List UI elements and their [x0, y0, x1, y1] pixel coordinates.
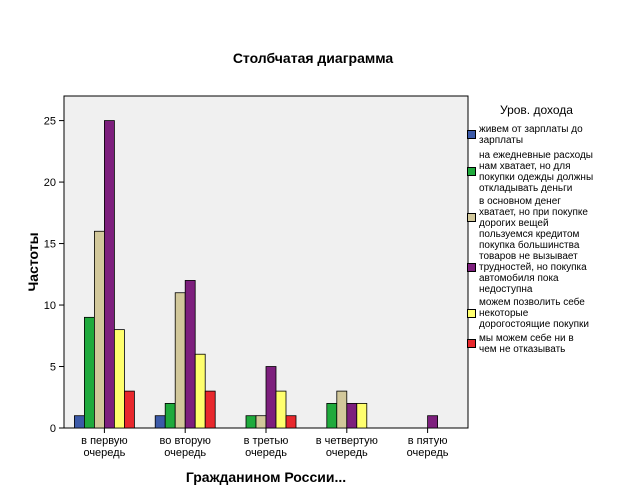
- legend-swatch: [467, 262, 476, 272]
- y-tick-label: 10: [44, 300, 56, 312]
- y-tick-label: 5: [50, 362, 56, 374]
- legend-swatch: [467, 130, 476, 139]
- legend-swatch: [467, 213, 476, 222]
- bar: [356, 403, 368, 429]
- bar: [74, 415, 85, 429]
- y-tick-label: 20: [44, 177, 56, 189]
- legend-label: в основном денег: [479, 196, 561, 207]
- legend-label: зарплаты: [479, 135, 524, 146]
- legend-item: на ежедневные расходы нам хватает, но для…: [467, 150, 593, 194]
- legend-label: трудностей, но покупка: [479, 262, 587, 273]
- bar: [326, 403, 338, 429]
- legend-item: можем позволить себе некоторые дорогостоящ…: [467, 297, 589, 330]
- legend-label: откладывать деньги: [479, 183, 573, 194]
- legend-title: Уров. дохода: [500, 103, 573, 117]
- bar: [94, 230, 105, 429]
- y-tick-label: 0: [50, 423, 56, 435]
- legend-label: нам хватает, но для: [479, 161, 571, 172]
- x-tick-label: в третью: [244, 435, 289, 447]
- legend-label: пользуемся кредитом: [479, 229, 580, 240]
- legend-item: в основном денег хватает, но при покупке д…: [467, 196, 588, 240]
- x-tick-label: во вторую: [160, 435, 211, 447]
- x-tick-label: очередь: [326, 447, 368, 459]
- legend-label: покупка большинства: [479, 240, 580, 251]
- y-axis: 0 5 10 15 20 25: [44, 116, 64, 435]
- legend-label: чем не отказывать: [479, 344, 566, 355]
- x-tick-label: очередь: [245, 447, 287, 459]
- legend-label: на ежедневные расходы: [479, 150, 593, 161]
- x-axis-label: Гражданином России...: [186, 469, 346, 485]
- bar: [275, 390, 287, 429]
- bar: [265, 366, 277, 429]
- x-tick-label: в пятую: [408, 435, 448, 447]
- legend-label: живем от зарплаты до: [479, 124, 583, 135]
- bar: [194, 353, 206, 429]
- bar: [255, 415, 267, 429]
- legend-label: дорогих вещей: [479, 218, 549, 229]
- bar: [336, 390, 348, 429]
- x-tick-label: очередь: [407, 447, 449, 459]
- legend-label: дорогостоящие покупки: [479, 319, 589, 330]
- legend-label: товаров не вызывает: [479, 251, 578, 262]
- bars-group: [74, 120, 439, 429]
- legend-item: мы можем себе ни в чем не отказывать: [467, 333, 574, 355]
- bar: [285, 415, 297, 429]
- legend-swatch: [467, 339, 476, 348]
- bar: [184, 280, 196, 429]
- y-tick-label: 15: [44, 239, 56, 251]
- legend-label: мы можем себе ни в: [479, 333, 574, 344]
- bar: [124, 390, 135, 429]
- legend-label: автомобиля пока: [479, 273, 559, 284]
- bar: [427, 415, 439, 429]
- bar: [174, 292, 186, 429]
- bar: [104, 120, 115, 429]
- y-tick-label: 25: [44, 116, 56, 128]
- legend-swatch: [467, 167, 476, 176]
- bar: [245, 415, 257, 429]
- x-tick-label: в первую: [81, 435, 127, 447]
- bar: [114, 329, 125, 429]
- chart-title: Столбчатая диаграмма: [233, 50, 394, 66]
- legend-label: недоступна: [479, 284, 533, 295]
- legend-label: покупки одежды должны: [479, 172, 594, 183]
- legend-label: хватает, но при покупке: [479, 207, 588, 218]
- bar: [164, 403, 176, 429]
- bar: [346, 403, 358, 429]
- bar: [154, 415, 166, 429]
- bar: [84, 316, 95, 429]
- bar: [204, 390, 216, 429]
- legend-label: можем позволить себе: [479, 297, 585, 308]
- x-tick-label: в четвертую: [316, 435, 378, 447]
- legend-swatch: [467, 308, 476, 318]
- x-tick-label: очередь: [164, 447, 206, 459]
- legend-label: некоторые: [479, 308, 529, 319]
- x-tick-label: очередь: [83, 447, 125, 459]
- legend-item: живем от зарплаты до зарплаты: [467, 124, 583, 146]
- y-axis-label: Частоты: [25, 232, 41, 291]
- legend-item: покупка большинства товаров не вызывает тр…: [467, 240, 587, 295]
